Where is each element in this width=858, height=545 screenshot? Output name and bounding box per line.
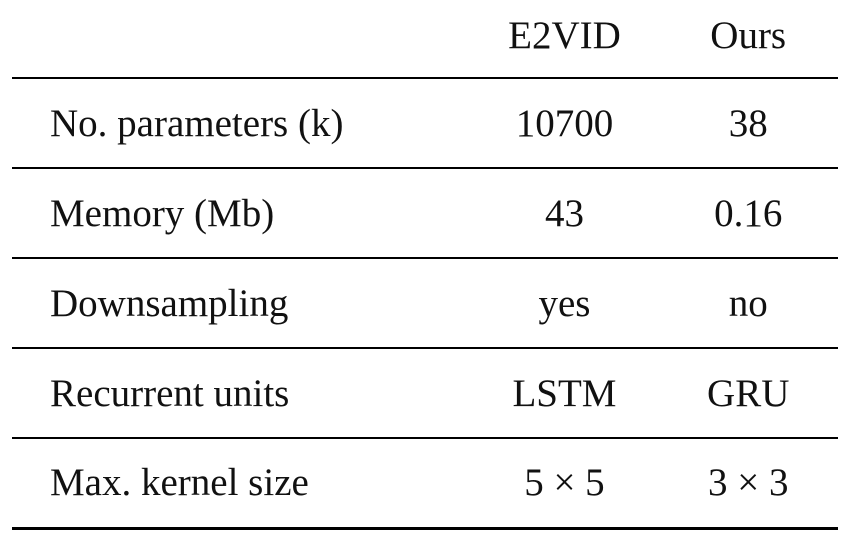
cell-ours: 38 (658, 78, 838, 169)
table-row: No. parameters (k) 10700 38 (12, 78, 838, 169)
table-body: No. parameters (k) 10700 38 Memory (Mb) … (12, 78, 838, 530)
cell-e2vid: 43 (470, 168, 659, 259)
row-label: Recurrent units (12, 348, 471, 439)
header-row: E2VID Ours (12, 0, 838, 79)
comparison-table-container: E2VID Ours No. parameters (k) 10700 38 M… (12, 0, 838, 530)
table-row: Max. kernel size 5 × 5 3 × 3 (12, 438, 838, 530)
row-label: Memory (Mb) (12, 168, 471, 259)
cell-ours: 3 × 3 (658, 438, 838, 530)
header-e2vid: E2VID (470, 0, 659, 79)
row-label: Downsampling (12, 258, 471, 349)
cell-ours: no (658, 258, 838, 349)
comparison-table: E2VID Ours No. parameters (k) 10700 38 M… (12, 0, 838, 530)
cell-ours: 0.16 (658, 168, 838, 259)
cell-e2vid: 5 × 5 (470, 438, 659, 530)
cell-e2vid: 10700 (470, 78, 659, 169)
header-empty-cell (12, 0, 471, 79)
table-row: Memory (Mb) 43 0.16 (12, 168, 838, 259)
table-header: E2VID Ours (12, 0, 838, 79)
cell-ours: GRU (658, 348, 838, 439)
header-ours: Ours (658, 0, 838, 79)
row-label: Max. kernel size (12, 438, 471, 530)
cell-e2vid: LSTM (470, 348, 659, 439)
table-row: Downsampling yes no (12, 258, 838, 349)
cell-e2vid: yes (470, 258, 659, 349)
table-row: Recurrent units LSTM GRU (12, 348, 838, 439)
row-label: No. parameters (k) (12, 78, 471, 169)
